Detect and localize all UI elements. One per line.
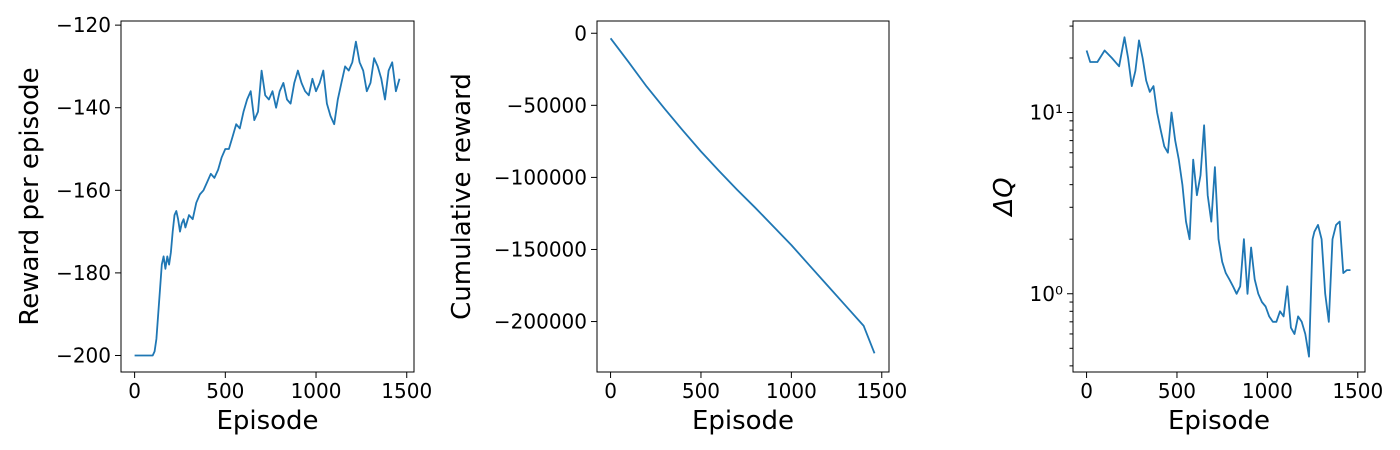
plot-frame bbox=[596, 20, 890, 373]
x-tick-label: 0 bbox=[128, 379, 141, 403]
x-tick-label: 500 bbox=[682, 379, 720, 403]
y-tick-label: −200 bbox=[56, 343, 111, 367]
x-axis-label: Episode bbox=[1168, 406, 1270, 436]
chart-panel-2: 0 500 1000 1500 0 −50000 −100000 −150000 −200000… bbox=[447, 20, 907, 436]
y-tick-label: −100000 bbox=[494, 165, 587, 189]
x-tick-label: 1000 bbox=[291, 379, 342, 403]
y-tick-label: −140 bbox=[56, 96, 111, 120]
x-tick-label: 1500 bbox=[381, 379, 432, 403]
x-tick-label: 500 bbox=[206, 379, 244, 403]
y-tick-label: −150000 bbox=[494, 237, 587, 261]
y-tick-label: −120 bbox=[56, 13, 111, 37]
x-tick-label: 1500 bbox=[1332, 379, 1383, 403]
plot-frame bbox=[1072, 20, 1366, 373]
y-tick-label: 10¹ bbox=[1030, 101, 1063, 125]
y-tick-label: −200000 bbox=[494, 310, 587, 334]
series-line-1 bbox=[609, 37, 876, 354]
y-tick-label: −160 bbox=[56, 178, 111, 202]
y-axis-label: Cumulative reward bbox=[447, 73, 477, 320]
plot-frame bbox=[120, 20, 415, 373]
x-tick-label: 1000 bbox=[766, 379, 817, 403]
x-axis-label: Episode bbox=[692, 406, 794, 436]
y-tick-label: −180 bbox=[56, 261, 111, 285]
y-tick-label: 10⁰ bbox=[1030, 282, 1063, 306]
series-line-1 bbox=[134, 40, 401, 357]
x-tick-label: 0 bbox=[604, 379, 617, 403]
series-line-1 bbox=[1085, 36, 1351, 358]
x-axis-label: Episode bbox=[216, 406, 318, 436]
y-axis-label: Reward per episode bbox=[15, 67, 45, 325]
y-tick-label: −50000 bbox=[507, 93, 587, 117]
x-tick-label: 500 bbox=[1158, 379, 1196, 403]
x-tick-label: 1000 bbox=[1242, 379, 1293, 403]
y-axis-label: ΔQ bbox=[989, 177, 1019, 217]
x-tick-label: 0 bbox=[1080, 379, 1093, 403]
chart-panel-3: 0 500 1000 1500 10⁰ 10¹ Episode ΔQ bbox=[989, 20, 1383, 436]
chart-panel-1: 0 500 1000 1500 −200 −180 −160 −140 −120 Episode R… bbox=[15, 13, 432, 436]
y-tick-label: 0 bbox=[574, 21, 587, 45]
x-tick-label: 1500 bbox=[856, 379, 907, 403]
